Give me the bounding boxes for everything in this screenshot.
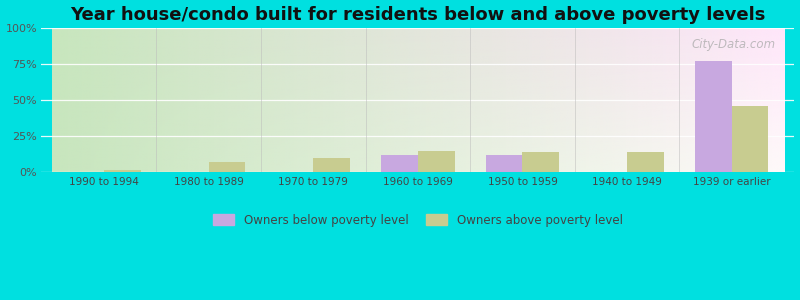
Bar: [104, 169, 141, 172]
Bar: [695, 61, 732, 172]
Bar: [209, 162, 246, 172]
Text: City-Data.com: City-Data.com: [691, 38, 776, 51]
Bar: [486, 155, 522, 172]
Bar: [522, 152, 559, 172]
Bar: [382, 155, 418, 172]
Bar: [627, 152, 664, 172]
Legend: Owners below poverty level, Owners above poverty level: Owners below poverty level, Owners above…: [208, 209, 627, 232]
Bar: [314, 158, 350, 172]
Title: Year house/condo built for residents below and above poverty levels: Year house/condo built for residents bel…: [70, 6, 766, 24]
Bar: [418, 151, 454, 172]
Bar: [732, 106, 768, 172]
